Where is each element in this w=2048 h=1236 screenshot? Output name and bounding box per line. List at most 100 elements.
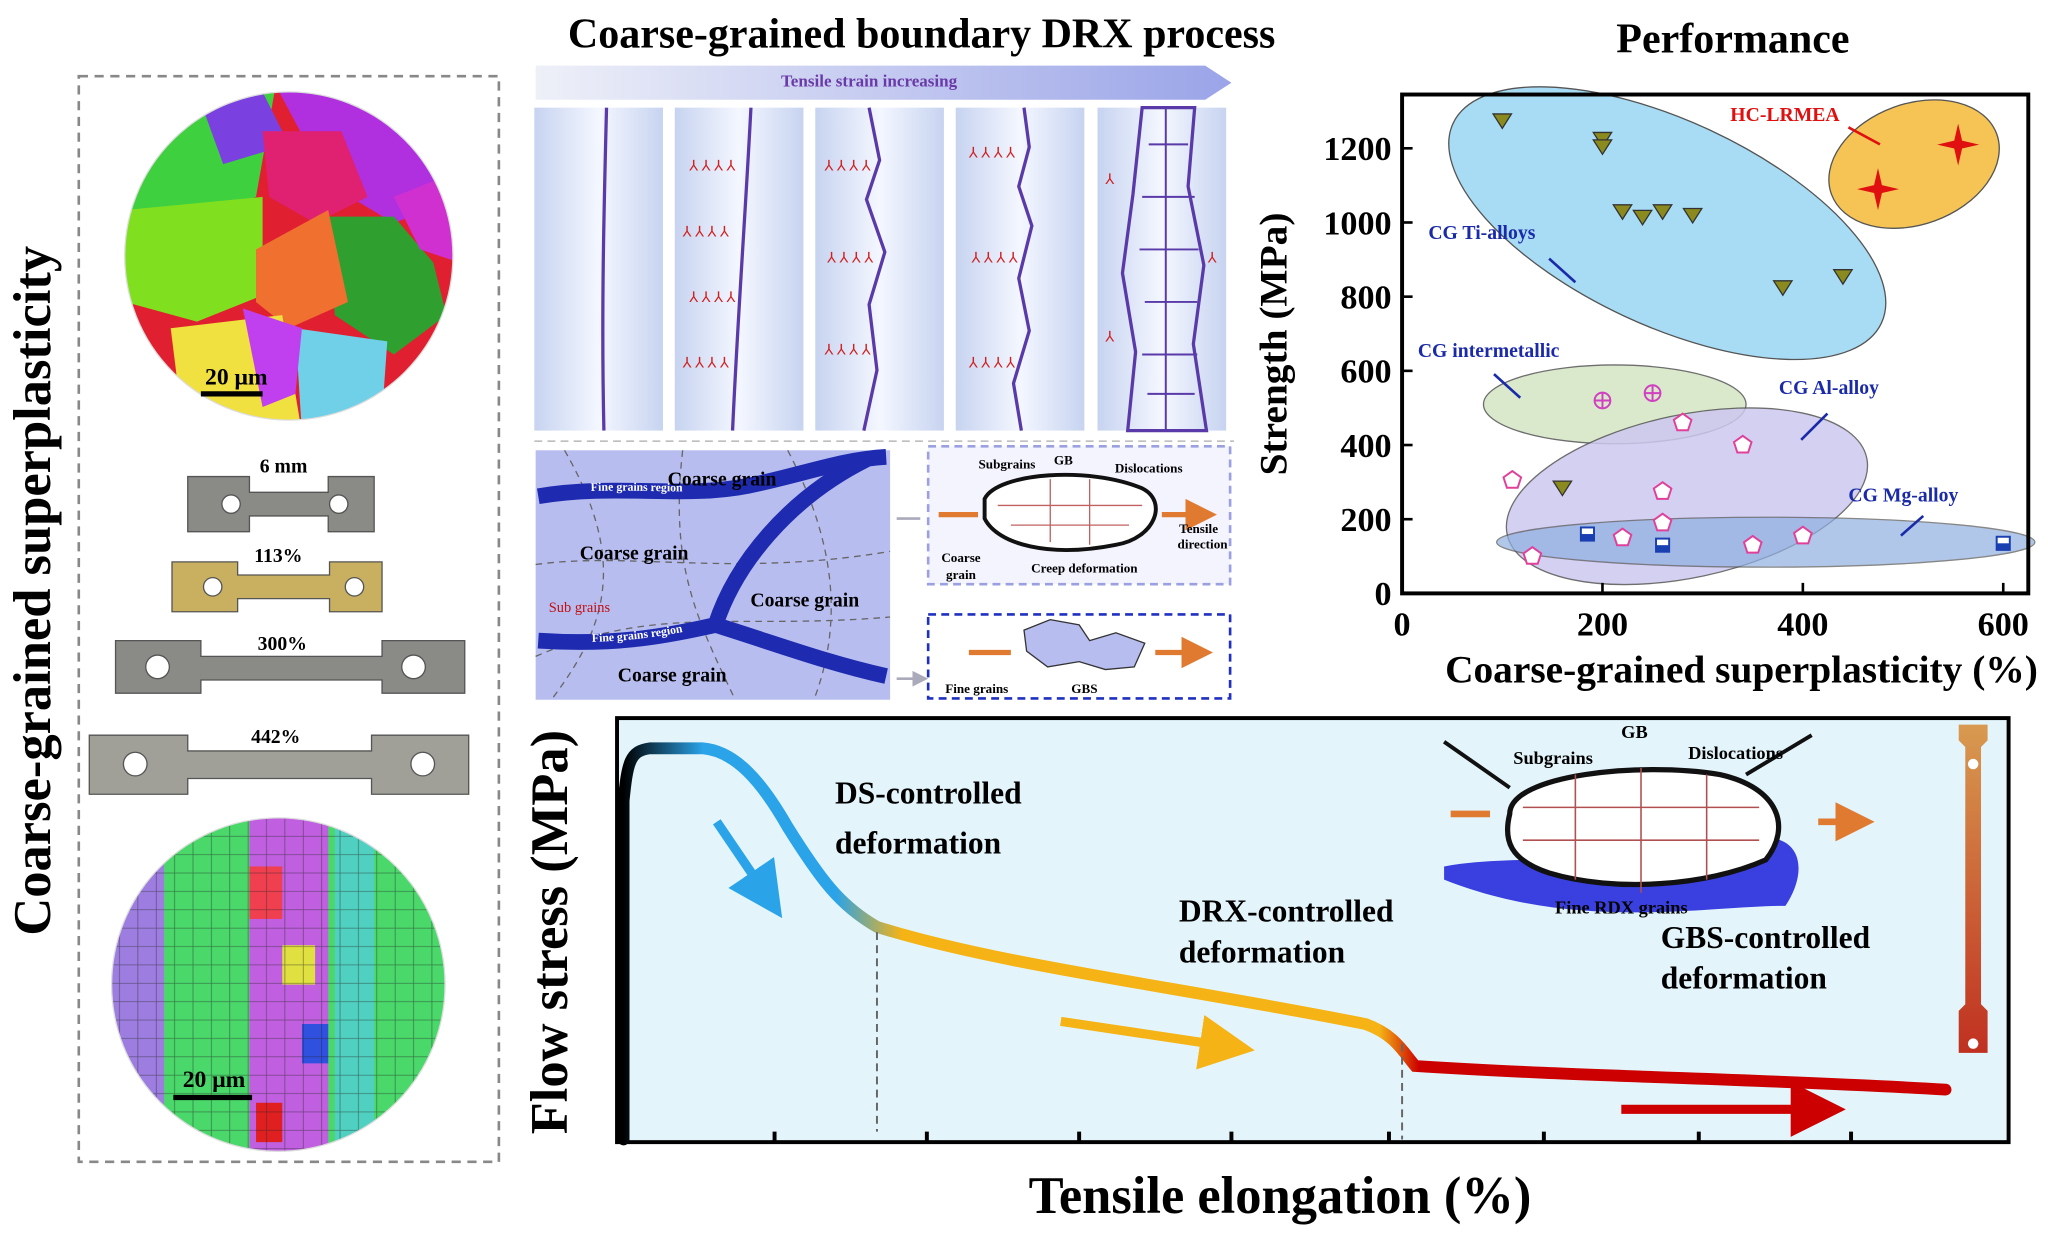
specimen-label: 442% xyxy=(251,726,300,748)
x-axis-label: Coarse-grained superplasticity (%) xyxy=(1445,648,2038,692)
strain-arrow xyxy=(535,65,1232,100)
creep-text: Creep deformation xyxy=(1031,560,1138,575)
point xyxy=(1742,534,1763,554)
creep-text: Subgrains xyxy=(979,457,1036,472)
marker-shape xyxy=(1856,168,1900,211)
point xyxy=(1672,412,1693,432)
marker-shape xyxy=(1643,384,1662,402)
marker-shape xyxy=(1612,527,1633,547)
y-tick-label: 1200 xyxy=(1323,131,1391,168)
y-tick-label: 400 xyxy=(1340,428,1391,465)
marker-shape xyxy=(1937,123,1980,166)
marker-shape xyxy=(1742,534,1763,554)
scale-label: 20 μm xyxy=(205,365,268,391)
y-tick-label: 1000 xyxy=(1323,205,1391,242)
ebsd-outline xyxy=(110,817,446,1152)
marker-shape xyxy=(1652,480,1673,500)
point xyxy=(1655,537,1671,553)
band-label: Fine grains region xyxy=(590,480,683,495)
ebsd-outline xyxy=(124,91,454,421)
y-axis-label: Flow stress (MPa) xyxy=(521,730,579,1134)
regime-line xyxy=(875,932,1404,1140)
y-tick-label: 800 xyxy=(1340,279,1391,316)
creep-text: direction xyxy=(1178,537,1229,552)
grain-label: Coarse grain xyxy=(580,542,689,564)
ebsd-fine xyxy=(111,817,446,1152)
label-leader xyxy=(1900,514,1925,537)
svg-text:⅄ ⅄ ⅄ ⅄: ⅄ ⅄ ⅄ ⅄ xyxy=(682,224,729,240)
point xyxy=(1522,545,1543,565)
inset-text: Fine RDX grains xyxy=(1555,898,1688,918)
y-tick-label: 0 xyxy=(1375,576,1392,613)
point xyxy=(1652,512,1673,532)
marker-shape xyxy=(1612,204,1633,221)
subgrain-label: Sub grains xyxy=(549,600,611,616)
point xyxy=(1552,480,1573,497)
point xyxy=(1652,204,1673,221)
gbs-grains xyxy=(1023,618,1146,671)
svg-text:⅄ ⅄ ⅄ ⅄: ⅄ ⅄ ⅄ ⅄ xyxy=(682,356,729,372)
dislocation-marks: ⅄ ⅄ ⅄ ⅄ ⅄ ⅄ ⅄ ⅄ ⅄ ⅄ ⅄ ⅄ ⅄ ⅄ ⅄ ⅄ ⅄ ⅄ ⅄ ⅄ ⅄ ⅄ … xyxy=(682,146,1217,372)
svg-text:⅄ ⅄ ⅄ ⅄: ⅄ ⅄ ⅄ ⅄ xyxy=(823,159,870,175)
label-leader xyxy=(1847,126,1881,146)
label-leader xyxy=(1548,257,1577,284)
y-axis-label: Strength (MPa) xyxy=(1252,213,1296,476)
point xyxy=(1612,527,1633,547)
regime-label: deformation xyxy=(835,825,1002,860)
marker-shape xyxy=(1580,534,1595,541)
regime-label: DS-controlled xyxy=(835,775,1022,810)
y-tick-label: 200 xyxy=(1340,502,1391,539)
band-label-path: Fine grains region xyxy=(590,480,683,495)
grain-label: Coarse grain xyxy=(618,664,727,686)
marker-shape xyxy=(1491,113,1513,130)
marker-shape xyxy=(1632,209,1653,227)
drx-title: Coarse-grained boundary DRX process xyxy=(568,11,1275,57)
marker-shape xyxy=(1502,469,1523,489)
marker-shape xyxy=(1593,391,1612,410)
regime-label: GBS-controlled xyxy=(1661,920,1871,955)
point xyxy=(1612,204,1633,221)
point xyxy=(1772,280,1794,297)
svg-text:⅄: ⅄ xyxy=(1207,251,1217,267)
creep-text: Coarse xyxy=(941,550,980,565)
point xyxy=(1502,469,1523,489)
scatter-chart: 0 200 400 600 0 200 400 600 800 1000 1200 Coarse-gr… xyxy=(1252,92,2038,692)
fine-grain-bands xyxy=(538,457,886,676)
x-tick-label: 600 xyxy=(1978,606,2029,643)
grain-label: Coarse grain xyxy=(750,590,859,612)
x-axis-label: Tensile elongation (%) xyxy=(1029,1167,1532,1225)
marker-shape xyxy=(1732,434,1753,454)
series-label: CG Al-alloy xyxy=(1779,377,1879,399)
creep-text: grain xyxy=(946,567,977,582)
svg-text:⅄ ⅄ ⅄ ⅄: ⅄ ⅄ ⅄ ⅄ xyxy=(826,251,873,267)
point xyxy=(1491,113,1513,130)
marker-shape xyxy=(1656,545,1670,552)
point xyxy=(1652,480,1673,500)
svg-text:⅄: ⅄ xyxy=(1104,329,1114,345)
property-regions xyxy=(1448,86,2036,586)
x-tick-label: 0 xyxy=(1394,606,1411,643)
arrow-label: Tensile strain increasing xyxy=(781,72,958,91)
marker-shape xyxy=(1522,545,1543,565)
point xyxy=(1593,391,1612,410)
svg-text:⅄ ⅄ ⅄ ⅄: ⅄ ⅄ ⅄ ⅄ xyxy=(968,146,1015,162)
marker-shape xyxy=(1552,480,1573,497)
regime-label: deformation xyxy=(1179,934,1346,969)
marker-shape xyxy=(1996,543,2010,550)
flow-frame xyxy=(615,716,2011,1145)
point xyxy=(1632,209,1653,227)
series-label: CG Ti-alloys xyxy=(1428,222,1535,244)
point xyxy=(1856,168,1900,211)
marker-shape xyxy=(1792,525,1813,545)
creep-text: Tensile xyxy=(1179,521,1218,536)
series-label: CG Mg-alloy xyxy=(1848,484,1958,506)
gbs-text: Fine grains xyxy=(945,681,1008,696)
plot-frame xyxy=(1400,92,2031,596)
creep-dislocations xyxy=(997,479,1143,545)
left-title: Coarse-grained superplasticity xyxy=(4,246,62,936)
x-tick xyxy=(772,1131,1854,1143)
link-arrow xyxy=(896,517,921,679)
point xyxy=(1579,526,1595,542)
svg-text:⅄: ⅄ xyxy=(1104,172,1114,188)
specimen-label: 6 mm xyxy=(260,456,308,478)
